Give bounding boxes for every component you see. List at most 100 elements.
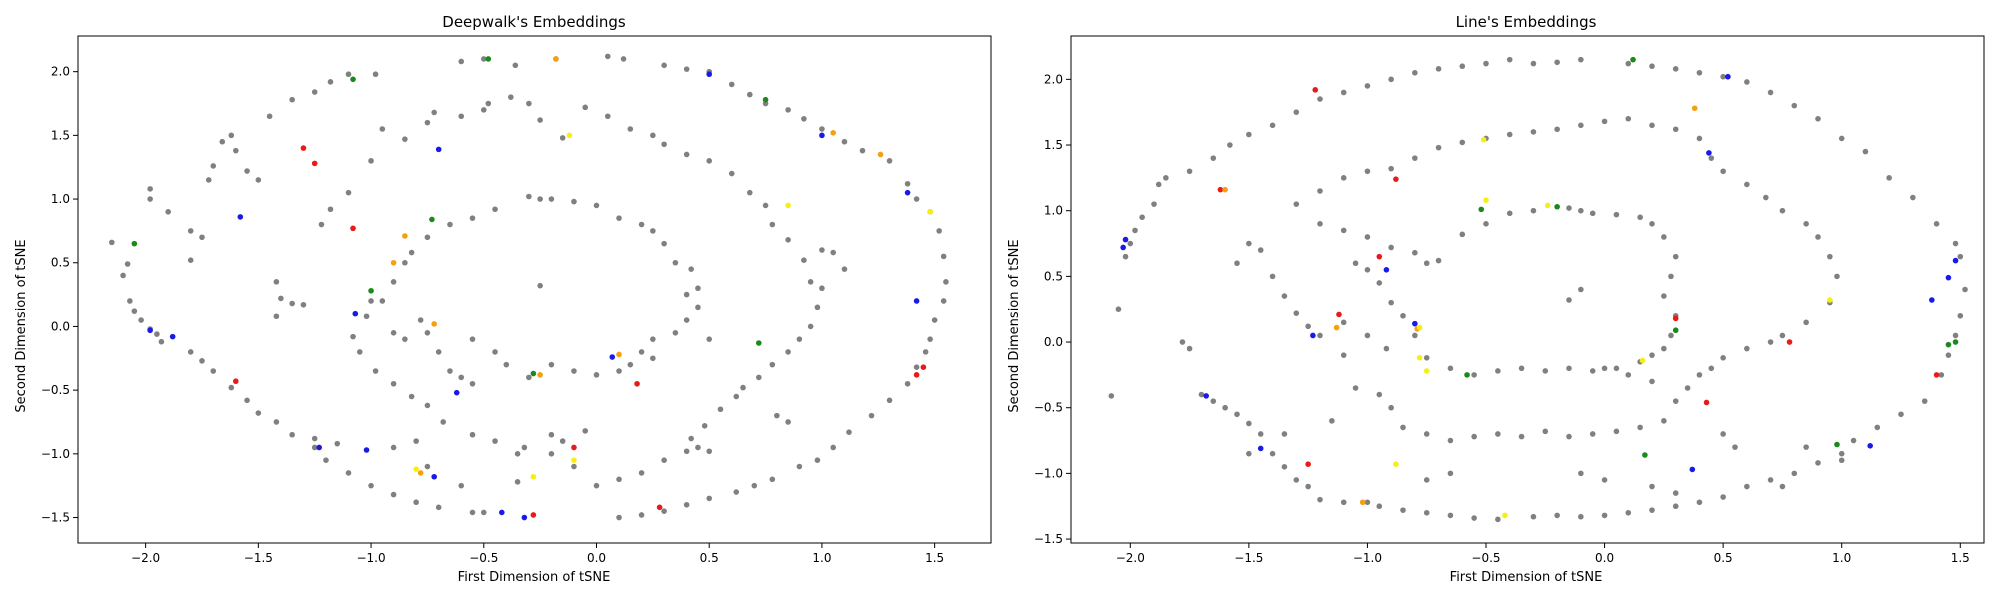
scatter-point: [1483, 197, 1489, 203]
scatter-point: [904, 380, 911, 387]
scatter-point: [1945, 341, 1952, 348]
scatter-point: [233, 147, 239, 154]
scatter-point: [746, 91, 753, 98]
scatter-point: [1649, 507, 1655, 513]
scatter-point: [165, 208, 171, 215]
scatter-point: [1672, 327, 1679, 334]
scatter-point: [514, 479, 521, 485]
scatter-point: [120, 272, 126, 279]
x-tick-label: −1.0: [356, 551, 385, 565]
scatter-point: [402, 233, 408, 239]
scatter-point: [1589, 210, 1596, 217]
scatter-point: [1791, 102, 1798, 109]
scatter-point: [1364, 266, 1371, 273]
scatter-point: [147, 327, 153, 334]
scatter-point: [1340, 352, 1347, 358]
scatter-point: [1649, 221, 1655, 227]
scatter-point: [1952, 332, 1959, 339]
scatter-point: [1246, 420, 1252, 427]
scatter-point: [1720, 73, 1726, 80]
scatter-point: [616, 476, 622, 483]
scatter-point: [796, 336, 803, 342]
y-axis-label: Second Dimension of tSNE: [14, 239, 29, 412]
scatter-point: [1412, 332, 1418, 339]
scatter-point: [1459, 139, 1466, 146]
scatter-point: [1423, 368, 1430, 374]
scatter-point: [638, 470, 645, 476]
scatter-point: [1203, 393, 1209, 399]
scatter-point: [1578, 470, 1584, 477]
scatter-point: [1696, 69, 1703, 76]
scatter-point: [927, 208, 933, 215]
scatter-point: [706, 336, 713, 342]
scatter-point: [1696, 372, 1703, 378]
scatter-point: [1416, 355, 1423, 361]
scatter-point: [1720, 431, 1726, 437]
scatter-point: [1127, 240, 1134, 247]
scatter-point: [435, 349, 442, 355]
scatter-point: [1246, 131, 1252, 138]
scatter-point: [807, 279, 814, 285]
scatter-point: [746, 189, 753, 196]
scatter-point: [1340, 89, 1347, 96]
scatter-point: [769, 476, 776, 483]
scatter-point: [1393, 461, 1399, 467]
scatter-point: [1305, 323, 1311, 330]
scatter-point: [1957, 312, 1964, 319]
scatter-point: [1962, 286, 1968, 293]
scatter-point: [350, 333, 356, 340]
scatter-point: [717, 406, 724, 413]
scatter-point: [1672, 490, 1679, 496]
scatter-point: [656, 504, 663, 511]
scatter-point: [1921, 398, 1928, 404]
scatter-point: [1459, 231, 1466, 238]
x-tick-label: −1.0: [1353, 551, 1382, 565]
scatter-point: [363, 313, 370, 320]
scatter-point: [537, 117, 543, 123]
scatter-point: [868, 412, 875, 419]
scatter-point: [1495, 516, 1501, 523]
y-tick-label: −0.5: [1034, 401, 1063, 415]
scatter-point: [1706, 150, 1712, 156]
scatter-point: [553, 56, 559, 62]
scatter-point: [266, 113, 273, 120]
scatter-point: [368, 482, 374, 489]
scatter-point: [913, 196, 920, 202]
scatter-point: [429, 216, 435, 223]
y-tick-label: −1.5: [1034, 532, 1063, 546]
scatter-point: [688, 266, 694, 272]
scatter-point: [1642, 452, 1648, 458]
scatter-point: [593, 202, 600, 209]
scatter-point: [616, 351, 622, 358]
scatter-point: [1945, 274, 1952, 281]
scatter-point: [372, 368, 379, 374]
scatter-point: [158, 338, 165, 345]
scatter-point: [661, 141, 667, 148]
scatter-point: [431, 109, 437, 116]
scatter-point: [1305, 483, 1311, 490]
scatter-point: [311, 435, 318, 442]
scatter-point: [368, 298, 374, 304]
scatter-point: [638, 349, 645, 355]
scatter-point: [1333, 324, 1340, 331]
scatter-point: [1412, 155, 1418, 161]
scatter-point: [920, 364, 927, 371]
scatter-point: [424, 234, 431, 241]
scatter-point: [785, 202, 791, 209]
scatter-point: [1412, 249, 1418, 256]
scatter-point: [469, 509, 476, 516]
scatter-point: [886, 397, 893, 404]
scatter-point: [300, 301, 307, 308]
scatter-point: [480, 509, 487, 516]
plot-frame: [1070, 35, 1985, 544]
scatter-point: [819, 285, 825, 292]
scatter-point: [1625, 60, 1632, 67]
y-axis-label: Second Dimension of tSNE: [1007, 239, 1022, 412]
scatter-point: [1352, 260, 1359, 267]
scatter-point: [1945, 352, 1952, 358]
scatter-point: [1269, 122, 1276, 129]
scatter-point: [1613, 211, 1620, 218]
scatter-point: [417, 470, 424, 476]
scatter-point: [604, 113, 611, 120]
